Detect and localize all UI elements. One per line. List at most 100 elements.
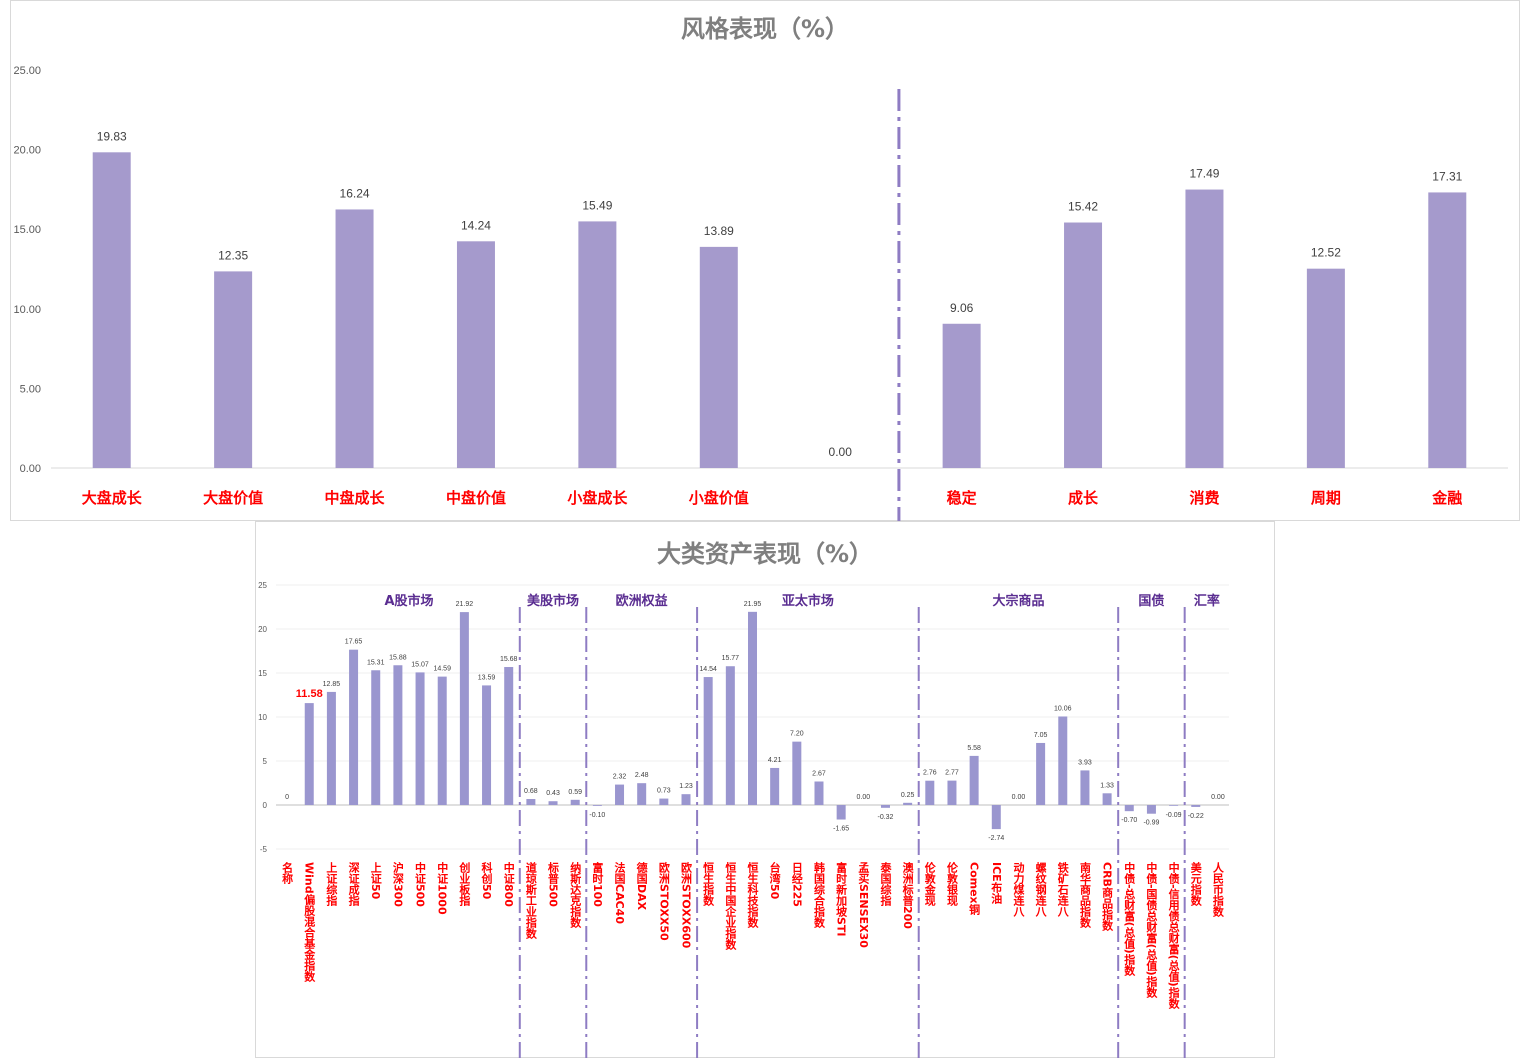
data-label: 0.43: [546, 790, 560, 797]
style-performance-chart: 0.00 5.00 10.00 15.00 20.00 25.00 19.83 大盘成长 12.…: [13, 65, 1508, 522]
data-label: 0: [285, 794, 289, 801]
bar: [836, 805, 846, 820]
asset-performance-chart: -5 0 5 10 15 20 25 0 名称 11.58 Wind偏股混合基金指数 12.85 上证综…: [258, 581, 1229, 1059]
group-label: 大宗商品: [992, 593, 1044, 609]
category-label: 沪深300: [391, 861, 404, 908]
category-label: 小盘价值: [689, 489, 749, 507]
bar: [903, 802, 913, 805]
data-label: 0.00: [1211, 794, 1225, 801]
bar: [942, 323, 981, 468]
bar: [592, 805, 602, 806]
category-label: 德国DAX: [635, 861, 649, 911]
category-label: Wind偏股混合基金指数: [303, 862, 317, 982]
data-label: -0.10: [589, 812, 605, 819]
data-label: 2.76: [923, 770, 937, 777]
category-label: 大盘成长: [82, 489, 143, 507]
category-label: ICE布油: [990, 862, 1003, 904]
category-label: 科创50: [480, 861, 494, 900]
bar: [615, 784, 625, 805]
category-label: 中债-信用债总财富(总值)指数: [1167, 861, 1181, 1010]
category-label: 小盘成长: [567, 489, 628, 507]
y-tick-label: 10.00: [13, 304, 41, 316]
data-label: -0.99: [1143, 820, 1159, 827]
category-label: 道琼斯工业指数: [524, 861, 537, 940]
category-label: Comex铜: [968, 862, 982, 915]
data-label: 15.88: [389, 654, 407, 661]
bar: [1169, 805, 1179, 806]
category-label: 恒生中国企业指数: [724, 861, 738, 951]
category-label: 上证50: [369, 861, 382, 900]
bar: [703, 677, 713, 805]
bar: [1306, 268, 1345, 468]
category-label: 人民币指数: [1211, 861, 1224, 918]
y-tick-label: 5: [263, 757, 268, 766]
category-label: 动力煤连八: [1012, 861, 1026, 917]
data-label: 10.06: [1054, 705, 1072, 712]
bar: [991, 805, 1001, 830]
y-tick-label: 0: [263, 801, 268, 810]
category-label: 美元指数: [1189, 861, 1202, 907]
category-label: 孟买SENSEX30: [857, 861, 870, 949]
category-label: 伦敦银现: [945, 861, 958, 907]
data-label: -1.65: [833, 826, 849, 833]
bar: [570, 799, 580, 805]
data-label: -0.70: [1121, 817, 1137, 824]
category-label: 深证成指: [347, 861, 360, 907]
category-label: 螺纹钢连八: [1034, 861, 1048, 917]
data-label: 7.20: [790, 731, 804, 738]
data-label: -0.09: [1166, 812, 1182, 819]
bar: [1191, 805, 1201, 807]
data-label: -0.32: [877, 814, 893, 821]
data-label: 0.68: [524, 788, 538, 795]
bar: [456, 241, 495, 468]
bar: [1036, 742, 1046, 805]
data-label: 12.85: [323, 681, 341, 688]
group-label: A股市场: [384, 593, 433, 609]
bar: [1058, 716, 1068, 805]
data-label: 0.73: [657, 788, 671, 795]
bar: [1124, 805, 1134, 812]
category-label: 中证800: [502, 861, 515, 908]
data-label: 21.95: [744, 601, 762, 608]
data-label: 3.93: [1078, 759, 1092, 766]
bar: [792, 741, 802, 805]
bar: [725, 666, 735, 805]
category-label: 富时100: [591, 861, 604, 908]
data-label: 15.31: [367, 659, 385, 666]
data-label: 0.00: [1012, 794, 1026, 801]
data-label: 15.07: [411, 661, 429, 668]
bar: [304, 703, 314, 805]
bar: [335, 209, 374, 468]
category-label: 中盘价值: [446, 489, 506, 507]
asset-performance-panel: 大类资产表现（%） -5 0 5 10 15 20 25 0 名称 11.58 Wind偏股混合基金…: [255, 521, 1275, 1059]
y-tick-label: 15.00: [13, 224, 41, 236]
group-label: 欧洲权益: [616, 593, 668, 609]
bar: [637, 783, 647, 805]
data-label: 1.23: [679, 783, 693, 790]
bar: [748, 611, 757, 805]
data-label: 0.00: [829, 445, 853, 459]
data-label: 4.21: [768, 757, 782, 764]
data-label: 1.33: [1100, 782, 1114, 789]
bar: [393, 665, 403, 805]
category-label: 欧洲STOXX600: [680, 861, 693, 949]
category-label: 成长: [1068, 489, 1099, 507]
category-label: 韩国综合指数: [812, 861, 825, 929]
category-label: 欧洲STOXX50: [657, 861, 670, 941]
bar: [482, 685, 492, 805]
data-label: 2.32: [613, 774, 627, 781]
data-label: 15.49: [582, 198, 612, 212]
data-label: 9.06: [950, 301, 974, 315]
bar: [349, 649, 359, 805]
data-label: 2.67: [812, 771, 826, 778]
y-tick-label: 25.00: [13, 65, 41, 77]
category-label: 中债-总财富(总值)指数: [1123, 861, 1137, 977]
bar: [659, 798, 669, 805]
data-label: 17.49: [1189, 167, 1219, 181]
category-label: 伦敦金现: [923, 861, 937, 907]
data-label: 12.35: [218, 248, 248, 262]
data-label: -0.22: [1188, 813, 1204, 820]
bar: [699, 246, 738, 468]
data-label: 19.83: [97, 129, 127, 143]
category-label: 中盘成长: [325, 489, 386, 507]
